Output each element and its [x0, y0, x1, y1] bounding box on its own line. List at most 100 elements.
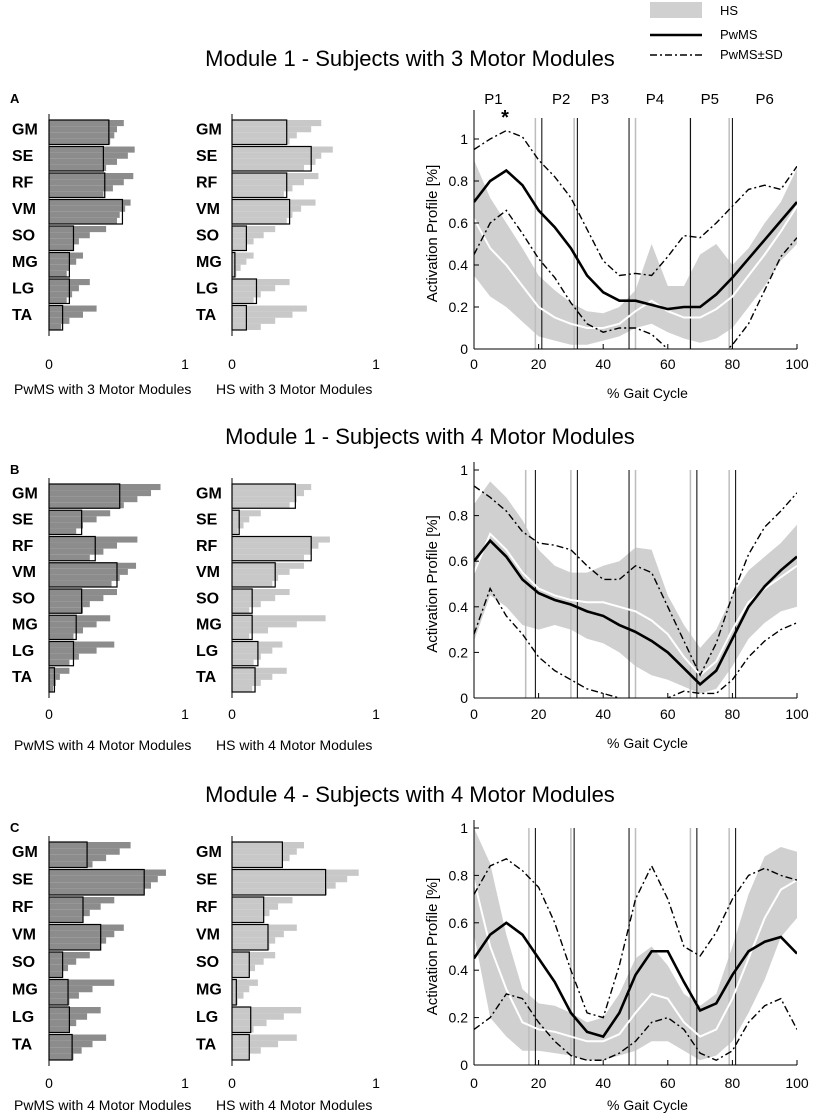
- x-tick-label: 40: [595, 1075, 611, 1091]
- hs-subject-bar: [232, 244, 247, 251]
- hs-subject-bar: [232, 199, 316, 206]
- pwms-subject-bar: [49, 627, 83, 634]
- hs-subject-bar: [232, 528, 238, 535]
- pwms-subject-bar: [49, 633, 74, 640]
- pwms-mean-bar: [48, 119, 110, 146]
- hs-subject-bar: [232, 279, 290, 286]
- pwms-mean-bar: [48, 1033, 73, 1061]
- hs-subject-bar: [232, 510, 261, 517]
- left-tick-0: 0: [45, 706, 53, 722]
- x-tick-label: 60: [660, 706, 676, 722]
- pwms-mean-bar: [48, 304, 64, 331]
- muscle-label-vm: VM: [196, 201, 220, 218]
- muscle-label-ta: TA: [12, 669, 33, 686]
- hs-subject-bar: [232, 164, 304, 171]
- mid-bar-chart: GM SE RF VM SO MG LG TA 0 1HS with 4 Motor Module…: [196, 836, 380, 1113]
- muscle-label-se: SE: [196, 148, 218, 165]
- hs-subject-bar: [232, 601, 261, 608]
- hs-subject-bar: [232, 291, 261, 298]
- hs-subject-bar: [232, 516, 250, 523]
- y-tick-label: 0: [460, 1057, 468, 1073]
- pwms-subject-bar: [49, 1034, 107, 1041]
- phase-label-p6: P6: [756, 91, 774, 108]
- pwms-upper-sd-line: [474, 485, 797, 677]
- pwms-subject-bar: [49, 1019, 77, 1027]
- hs-mean-bar: [231, 923, 269, 951]
- hs-subject-bar: [232, 627, 268, 634]
- muscle-label-ta: TA: [196, 307, 217, 324]
- pwms-subject-bar: [49, 252, 83, 259]
- muscle-label-so: SO: [196, 227, 219, 244]
- pwms-mean-bar: [48, 225, 75, 252]
- muscle-label-vm: VM: [12, 564, 36, 581]
- legend-hs-label: HS: [720, 3, 738, 18]
- pwms-mean-bar: [48, 251, 70, 278]
- pwms-subject-bar: [49, 217, 117, 224]
- pwms-subject-bar: [49, 952, 90, 959]
- hs-subject-bar: [232, 238, 254, 245]
- pwms-subject-bar: [49, 659, 70, 666]
- hs-subject-bar: [232, 647, 273, 654]
- pwms-subject-bar: [49, 897, 115, 904]
- pwms-subject-bar: [49, 522, 83, 529]
- hs-subject-bar: [232, 633, 250, 640]
- hs-subject-bar: [232, 985, 250, 993]
- hs-subject-bar: [232, 297, 254, 304]
- pwms-subject-bar: [49, 1040, 93, 1048]
- x-tick-label: 0: [470, 356, 478, 372]
- pwms-subject-bar: [49, 285, 79, 292]
- mid-bar-xlabel: HS with 3 Motor Modules: [216, 381, 372, 397]
- pwms-mean-bar: [48, 841, 88, 869]
- hs-subject-bar: [232, 252, 254, 259]
- phase-label-p5: P5: [701, 91, 719, 108]
- hs-subject-bar: [232, 191, 284, 198]
- pwms-subject-bar: [49, 667, 70, 674]
- hs-mean-bar: [231, 251, 236, 278]
- mid-bar-xlabel: HS with 4 Motor Modules: [216, 737, 372, 753]
- hs-mean-bar: [231, 640, 259, 667]
- hs-subject-bar: [232, 1034, 297, 1041]
- muscle-label-gm: GM: [196, 485, 222, 502]
- muscle-label-lg: LG: [196, 280, 218, 297]
- hs-subject-bar: [232, 542, 319, 549]
- figure-content: GM SE RF VM SO MG LG TA 0 1 PwMS with 3 Motor Modu…: [12, 91, 809, 1113]
- pwms-subject-bar: [49, 126, 117, 133]
- pwms-subject-bar: [49, 120, 124, 127]
- hs-subject-bar: [232, 285, 276, 292]
- muscle-label-ta: TA: [12, 307, 33, 324]
- pwms-subject-bar: [49, 562, 137, 569]
- muscle-label-ta: TA: [12, 1037, 33, 1054]
- hs-subject-bar: [232, 185, 293, 192]
- muscle-label-vm: VM: [196, 564, 220, 581]
- x-tick-label: 60: [660, 356, 676, 372]
- pwms-subject-bar: [49, 132, 115, 139]
- hs-subject-bar: [232, 992, 244, 999]
- pwms-subject-bar: [49, 647, 97, 654]
- pwms-subject-bar: [49, 542, 117, 549]
- muscle-label-ta: TA: [196, 1037, 217, 1054]
- pwms-subject-bar: [49, 568, 128, 575]
- pwms-subject-bar: [49, 1026, 70, 1033]
- x-tick-label: 80: [725, 356, 741, 372]
- hs-subject-bar: [232, 484, 312, 491]
- left-bar-chart: GM SE RF VM SO MG LG TA 0 1 PwMS with 4 Motor Modu…: [12, 478, 191, 753]
- pwms-mean-bar: [48, 588, 83, 614]
- x-tick-label: 0: [470, 706, 478, 722]
- hs-subject-bar: [232, 842, 304, 849]
- pwms-subject-bar: [49, 685, 54, 692]
- hs-mean-line: [474, 879, 797, 1043]
- hs-subject-bar: [232, 888, 328, 895]
- hs-mean-bar: [231, 535, 312, 562]
- pwms-mean-bar: [48, 1006, 70, 1034]
- hs-subject-bar: [232, 580, 273, 587]
- pwms-subject-bar: [49, 297, 67, 304]
- muscle-label-lg: LG: [196, 643, 218, 660]
- hs-mean-bar: [231, 841, 284, 869]
- hs-subject-bar: [232, 673, 273, 680]
- left-tick-1: 1: [181, 356, 189, 372]
- pwms-mean-line: [474, 168, 797, 311]
- pwms-subject-bar: [49, 516, 97, 523]
- pwms-mean-bar: [48, 509, 83, 536]
- hs-subject-bar: [232, 848, 297, 855]
- pwms-subject-bar: [49, 998, 70, 1005]
